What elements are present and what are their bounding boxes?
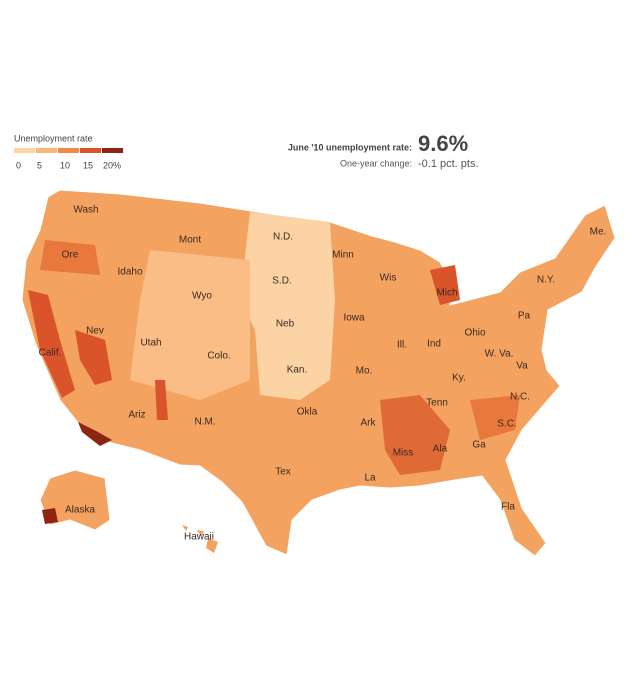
legend-swatch	[36, 148, 57, 153]
state-label: W. Va.	[485, 349, 514, 360]
plains-region	[240, 212, 335, 400]
state-label: Fla	[501, 502, 515, 513]
state-label: Nev	[86, 326, 104, 337]
state-label: Calif.	[39, 348, 62, 359]
state-label: S.C.	[497, 419, 516, 430]
state-label: Wash	[73, 205, 98, 216]
southeast-high	[380, 395, 450, 475]
alaska-high	[42, 508, 58, 524]
state-label: Iowa	[343, 313, 365, 324]
state-label: S.D.	[272, 276, 291, 287]
arizona-high	[155, 380, 168, 420]
state-label: N.C.	[510, 392, 530, 403]
state-label: Miss	[393, 448, 414, 459]
state-label: Ind	[427, 339, 441, 350]
state-label: Utah	[140, 338, 161, 349]
legend-swatch	[14, 148, 35, 153]
carolina-high	[470, 395, 520, 440]
state-label: N.D.	[273, 232, 293, 243]
state-label: Ark	[361, 418, 377, 429]
oregon-high	[40, 240, 100, 275]
state-label: Tex	[275, 467, 291, 478]
border-high	[78, 422, 112, 446]
state-label: N.M.	[194, 417, 215, 428]
state-label: Ill.	[397, 340, 407, 351]
state-label: Ky.	[452, 373, 466, 384]
legend: 0 5 10 15 20%	[14, 148, 123, 170]
mountain-region	[130, 250, 250, 400]
us-map	[21, 189, 616, 557]
state-label: Mo.	[356, 366, 373, 377]
state-label: Mich	[436, 288, 457, 299]
state-label: Ala	[433, 444, 448, 455]
legend-swatch	[102, 148, 123, 153]
state-label: La	[364, 473, 376, 484]
state-label: Wyo	[192, 291, 212, 302]
legend-tick-label: 20%	[103, 160, 121, 170]
legend-tick-label: 15	[83, 160, 93, 170]
rate-label: June '10 unemployment rate:	[288, 142, 412, 152]
state-label: Ga	[472, 440, 486, 451]
change-value: -0.1 pct. pts.	[418, 158, 479, 170]
state-label: Hawaii	[184, 532, 214, 543]
state-label: Okla	[297, 407, 318, 418]
state-label: Kan.	[287, 365, 308, 376]
legend-swatch	[58, 148, 79, 153]
legend-swatch	[80, 148, 101, 153]
state-label: Ariz	[128, 410, 145, 421]
legend-title: Unemployment rate	[14, 133, 93, 143]
hawaii	[182, 525, 218, 553]
state-label: Idaho	[117, 267, 142, 278]
legend-tick-label: 0	[16, 160, 21, 170]
change-label: One-year change:	[340, 158, 412, 168]
alaska	[39, 469, 111, 531]
state-label: Wis	[380, 273, 397, 284]
legend-tick-label: 10	[60, 160, 70, 170]
legend-tick-label: 5	[37, 160, 42, 170]
nevada-high	[75, 330, 112, 385]
state-label: Pa	[518, 311, 531, 322]
state-label: Va	[516, 361, 528, 372]
rate-value: 9.6%	[418, 131, 468, 156]
state-label: Alaska	[65, 505, 95, 516]
state-label: Colo.	[207, 351, 230, 362]
state-label: Neb	[276, 319, 295, 330]
state-label: Me.	[590, 227, 607, 238]
state-labels: Wash Mont N.D. Minn Me. Ore Idaho Wyo S.D. Wis Mic…	[39, 205, 607, 543]
michigan-high	[430, 265, 460, 305]
state-label: Ohio	[464, 328, 486, 339]
state-label: Tenn	[426, 398, 448, 409]
state-label: Minn	[332, 250, 354, 261]
california-high	[28, 290, 75, 398]
state-label: Mont	[179, 235, 201, 246]
state-label: Ore	[62, 250, 79, 261]
state-label: N.Y.	[537, 275, 555, 286]
